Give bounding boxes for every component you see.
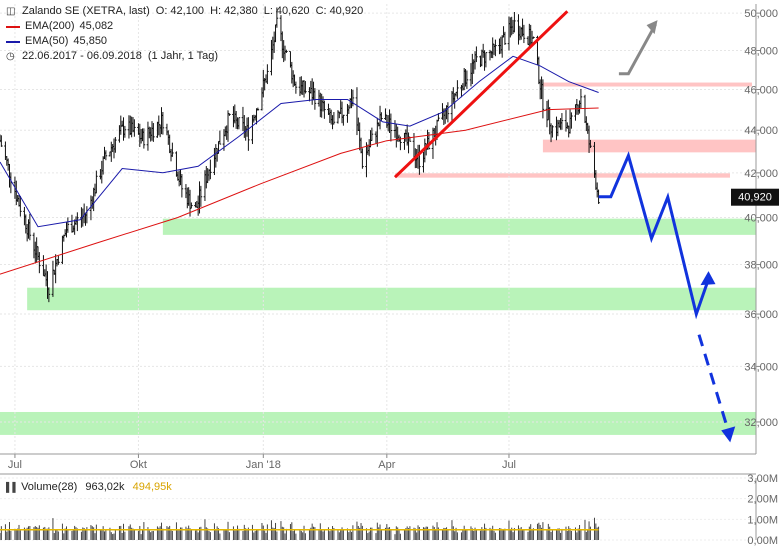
x-tick-label: Jan '18 — [246, 459, 281, 471]
ohlc-bars-layer — [0, 7, 600, 303]
series-line-ema200 — [0, 107, 599, 275]
y-tick-label: 50,000 — [744, 8, 778, 20]
legend-range: 22.06.2017 - 06.09.2018 — [22, 50, 142, 62]
legend-range-row: ◷ 22.06.2017 - 06.09.2018 (1 Jahr, 1 Tag… — [6, 49, 363, 64]
zones-layer — [0, 82, 756, 435]
annotation-layer — [393, 10, 736, 443]
legend-title: Zalando SE (XETRA, last) — [22, 5, 150, 17]
x-tick-label: Okt — [130, 459, 147, 471]
scenario-arrow-path — [618, 23, 657, 76]
support_zone-1 — [27, 287, 756, 311]
legend-high-label: H: — [210, 5, 222, 17]
x-tick-label: Apr — [378, 459, 395, 471]
chart-legend: ◫ Zalando SE (XETRA, last) O: 42,100 H: … — [6, 4, 363, 64]
projection-path — [598, 151, 710, 320]
y-tick-label: 40,000 — [744, 213, 778, 225]
y-tick-label: 48,000 — [744, 46, 778, 58]
legend-high: 42,380 — [224, 5, 258, 17]
legend-ema50-value: 45,850 — [73, 35, 108, 47]
x-tick-label: Jul — [502, 459, 516, 471]
legend-open: 42,100 — [170, 5, 205, 17]
volume-tick-label: 1,00M — [747, 514, 778, 526]
support_zone-2 — [0, 411, 756, 435]
legend-close-label: C: — [315, 5, 327, 17]
y-tick-label: 34,000 — [744, 361, 778, 373]
projection-dashed-line — [697, 334, 729, 428]
ema200-swatch — [6, 25, 20, 28]
resistance_zone-3 — [542, 82, 752, 87]
resistance_zone-5 — [394, 173, 730, 178]
y-tick-label: 44,000 — [744, 125, 778, 137]
legend-ema50-row: EMA(50) 45,850 — [6, 34, 363, 49]
grid-layer — [0, 4, 756, 454]
legend-ema200-value: 45,082 — [79, 20, 114, 32]
legend-ema200-label: EMA(200) — [25, 20, 75, 32]
volume-label: Volume(28) — [21, 481, 78, 493]
projection-arrowhead — [700, 271, 716, 286]
legend-low-label: L: — [263, 5, 273, 17]
x-tick-label: Jul — [8, 459, 22, 471]
clock-icon: ◷ — [6, 51, 15, 62]
support_zone-0 — [162, 218, 756, 235]
volume-value-2: 494,95k — [132, 481, 172, 493]
resistance_zone-4 — [542, 139, 756, 153]
legend-open-label: O: — [155, 5, 168, 17]
volume-pane: 3,00M 2,00M 1,00M 0,00M — [0, 473, 778, 547]
last-price-label: 40,920 — [738, 192, 772, 204]
volume-tick-label: 2,00M — [747, 494, 778, 506]
y-tick-label: 38,000 — [744, 260, 778, 272]
volume-value-1: 963,02k — [85, 481, 125, 493]
y-tick-label: 42,000 — [744, 168, 778, 180]
legend-title-row: ◫ Zalando SE (XETRA, last) O: 42,100 H: … — [6, 4, 363, 19]
scenario-arrowhead — [646, 20, 658, 35]
volume-legend: ▌▌ Volume(28) 963,02k 494,95k — [6, 481, 172, 493]
y-tick-label: 32,000 — [744, 417, 778, 429]
axis-layer: 32,000 34,000 36,000 38,000 40,000 42,000 44,0… — [0, 4, 779, 471]
projection-dashed-arrowhead — [721, 426, 736, 443]
legend-close: 40,920 — [329, 5, 364, 17]
volume-tick-label: 3,00M — [747, 473, 778, 485]
trendline — [393, 10, 569, 179]
ema50-swatch — [6, 40, 20, 43]
legend-ema200-row: EMA(200) 45,082 — [6, 19, 363, 34]
bar-chart-icon: ▌▌ — [6, 482, 19, 492]
legend-low: 40,620 — [275, 5, 310, 17]
legend-ema50-label: EMA(50) — [25, 35, 69, 47]
ohlc-bars-icon: ◫ — [6, 6, 16, 17]
volume-tick-label: 0,00M — [747, 535, 778, 547]
legend-period: (1 Jahr, 1 Tag) — [147, 50, 219, 62]
y-tick-label: 36,000 — [744, 309, 778, 321]
last-price-tag — [731, 188, 779, 206]
y-tick-label: 46,000 — [744, 85, 778, 97]
